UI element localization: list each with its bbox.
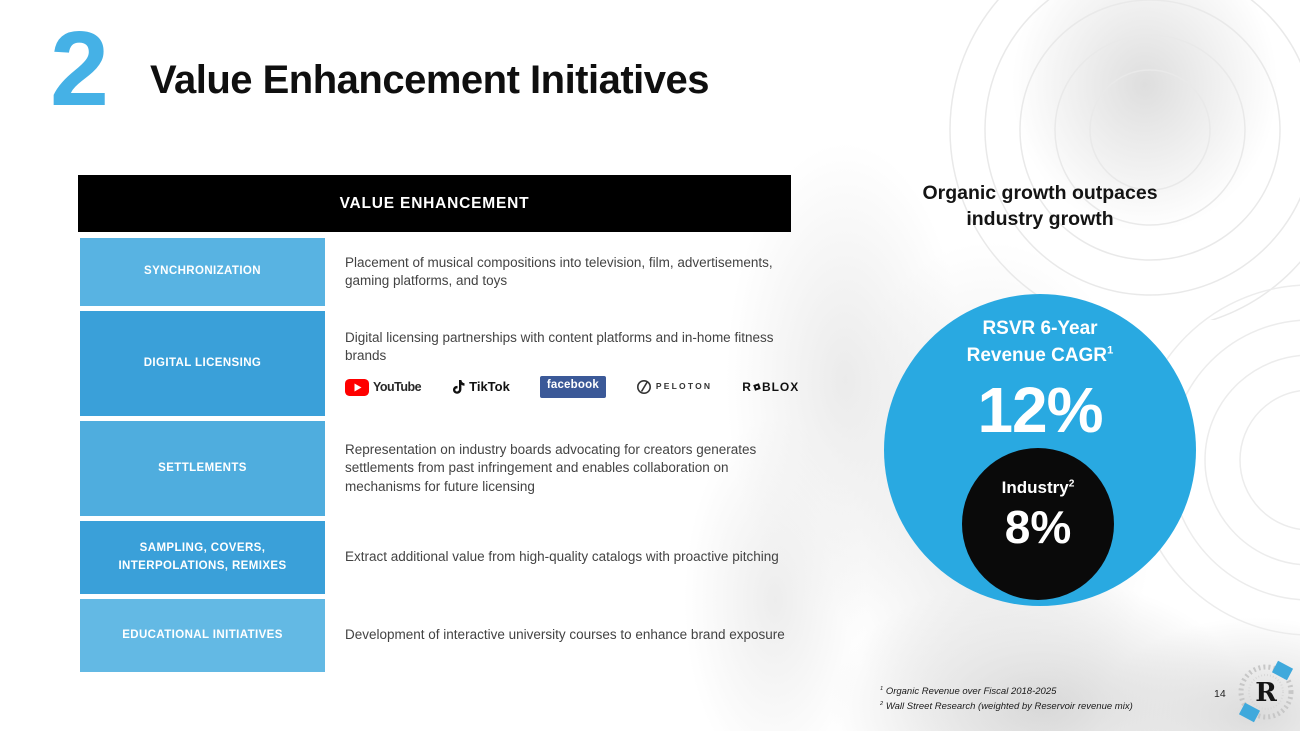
table-header: VALUE ENHANCEMENT	[78, 175, 791, 232]
footnote-2: 2 Wall Street Research (weighted by Rese…	[880, 700, 1133, 713]
logo-diamond-top-right	[1271, 660, 1294, 681]
rsvr-cagr-value: 12%	[977, 374, 1103, 447]
slide-number: 2	[50, 10, 109, 128]
table-row: SYNCHRONIZATION Placement of musical com…	[80, 238, 791, 306]
row-description: Development of interactive university co…	[345, 627, 785, 643]
row-label-educational-initiatives: EDUCATIONAL INITIATIVES	[80, 599, 325, 672]
table-row: SETTLEMENTS Representation on industry b…	[80, 421, 791, 516]
page-number: 14	[1214, 688, 1226, 700]
roblox-square-icon	[753, 383, 761, 391]
youtube-play-icon	[345, 378, 369, 396]
facebook-logo: facebook	[539, 376, 606, 398]
table-row: SAMPLING, COVERS, INTERPOLATIONS, REMIXE…	[80, 521, 791, 594]
row-description: Representation on industry boards advoca…	[345, 442, 757, 494]
row-description: Placement of musical compositions into t…	[345, 254, 773, 288]
row-label-settlements: SETTLEMENTS	[80, 421, 325, 516]
row-label-sampling-covers: SAMPLING, COVERS, INTERPOLATIONS, REMIXE…	[80, 521, 325, 594]
reservoir-logo: R	[1238, 660, 1294, 723]
value-enhancement-table: VALUE ENHANCEMENT SYNCHRONIZATION Placem…	[78, 175, 798, 677]
table-row: DIGITAL LICENSING Digital licensing part…	[80, 311, 798, 416]
partner-logos: YouTube TikTok facebook PELOTON	[345, 376, 799, 398]
rsvr-circle-label: RSVR 6-Year Revenue CAGR1	[966, 318, 1114, 366]
tiktok-note-icon	[453, 380, 465, 394]
youtube-logo: YouTube	[345, 378, 422, 396]
roblox-logo: R BLOX	[742, 380, 800, 395]
footnotes: 1 Organic Revenue over Fiscal 2018-2025 …	[880, 685, 1133, 715]
peloton-logo: PELOTON	[636, 379, 712, 395]
row-description: Extract additional value from high-quali…	[345, 549, 779, 565]
peloton-icon	[636, 380, 651, 395]
logo-diamond-bottom-left	[1238, 702, 1261, 723]
logo-letter: R	[1255, 678, 1277, 708]
industry-cagr-circle: Industry2 8%	[962, 448, 1114, 600]
table-row: EDUCATIONAL INITIATIVES Development of i…	[80, 599, 791, 672]
tiktok-logo: TikTok	[451, 378, 510, 396]
row-label-synchronization: SYNCHRONIZATION	[80, 238, 325, 306]
slide-title: Value Enhancement Initiatives	[150, 58, 710, 102]
row-label-digital-licensing: DIGITAL LICENSING	[80, 311, 325, 416]
footnote-1: 1 Organic Revenue over Fiscal 2018-2025	[880, 686, 1057, 698]
row-description: Digital licensing partnerships with cont…	[345, 330, 774, 364]
industry-cagr-value: 8%	[1004, 501, 1072, 553]
industry-circle-label: Industry2	[1001, 478, 1075, 497]
right-panel-heading: Organic growth outpaces industry growth	[922, 182, 1158, 231]
